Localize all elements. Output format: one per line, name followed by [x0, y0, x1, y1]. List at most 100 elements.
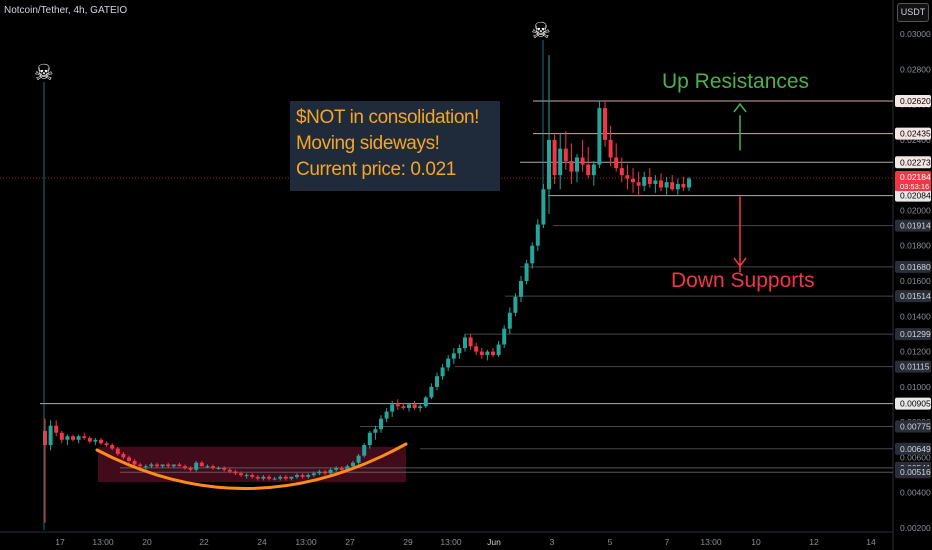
support-price-tag-bg: [895, 290, 931, 303]
candle-body: [87, 438, 92, 442]
candle-body: [171, 464, 176, 467]
candle-body: [255, 476, 260, 479]
candle-body: [619, 168, 624, 176]
candle-body: [552, 139, 557, 176]
time-tick-label: Jun: [487, 537, 501, 547]
candle-body: [76, 436, 81, 440]
candle-body: [295, 475, 299, 477]
candle-body: [659, 180, 663, 188]
candle-body: [547, 139, 551, 190]
candle-body: [367, 432, 372, 446]
time-tick-label: 14: [866, 537, 876, 547]
candle-body: [71, 436, 75, 440]
candle-body: [132, 460, 137, 465]
candle-body: [99, 439, 103, 444]
candle-body: [670, 182, 675, 190]
candle-body: [110, 445, 115, 449]
support-price-tag: 0.00775: [900, 422, 931, 432]
candle-body: [687, 178, 691, 188]
rounding-bottom-curve: [95, 442, 408, 491]
candle-body: [362, 445, 367, 456]
candle-body: [233, 471, 238, 474]
time-tick-label: 13:00: [295, 537, 317, 547]
price-tick-label: 0.02800: [900, 64, 931, 74]
candle-body: [563, 148, 568, 162]
candle-body: [586, 164, 591, 176]
candle-body: [239, 473, 243, 476]
resistance-price-tag-bg: [895, 95, 931, 108]
candle-body: [289, 476, 294, 479]
candle-body: [222, 468, 227, 470]
note-line-2: Moving sideways!: [296, 133, 440, 154]
annotation-overlay: [43, 40, 747, 530]
candle-body: [580, 157, 585, 165]
candle-body: [502, 328, 507, 345]
candle-body: [250, 475, 255, 477]
up-arrow-head: [733, 102, 747, 113]
support-price-tag: 0.01299: [900, 329, 931, 339]
candle-body: [440, 367, 445, 377]
candle-body: [155, 464, 159, 467]
candle-body: [306, 475, 311, 477]
level-price-tags: 0.02620 0.02435 0.02273 0.02084 0.01914 0.016…: [895, 95, 931, 479]
candle-body: [642, 176, 647, 186]
candle-body: [636, 182, 641, 186]
currency-button[interactable]: USDT: [897, 3, 929, 22]
support-price-tag-bg: [895, 219, 931, 232]
resistance-price-tag-bg: [895, 156, 931, 169]
candle-body: [474, 346, 479, 352]
time-tick-label: 22: [199, 537, 209, 547]
candle-body: [205, 466, 210, 468]
support-price-tag: 0.00905: [900, 399, 931, 409]
price-tick-label: 0.02000: [900, 205, 931, 215]
candle-body: [272, 478, 277, 480]
candle-body: [300, 475, 305, 477]
time-tick-label: 10: [751, 537, 761, 547]
candle-body: [418, 406, 423, 409]
candle-body: [283, 476, 288, 479]
candle-body: [541, 189, 546, 225]
candle-body: [345, 466, 350, 470]
candle-body: [188, 468, 193, 470]
candle-body: [390, 404, 395, 412]
resistance-price-tag-bg: [895, 127, 931, 140]
candle-body: [194, 462, 199, 470]
resistance-price-tag: 0.02435: [900, 129, 931, 139]
candle-body: [82, 436, 87, 439]
current-price-tag-bg: [895, 170, 931, 191]
candle-body: [278, 476, 283, 479]
candle-body: [653, 180, 658, 184]
candle-body: [457, 348, 462, 354]
candle-body: [530, 245, 535, 264]
consolidation-note: $NOT in consolidation! Moving sideways! …: [290, 101, 500, 191]
candle-body: [451, 353, 456, 359]
time-tick-label: 13:00: [92, 537, 114, 547]
candle-body: [575, 157, 579, 172]
candle-body: [429, 386, 434, 398]
candle-body: [261, 476, 266, 479]
candle-body: [244, 475, 249, 477]
time-tick-label: 3: [550, 537, 555, 547]
candle-body: [160, 464, 165, 467]
candle-body: [558, 148, 563, 176]
candle-body: [524, 263, 529, 281]
candle-body: [485, 351, 490, 356]
time-tick-label: 13:00: [440, 537, 462, 547]
time-tick-label: 12: [809, 537, 819, 547]
candle-body: [379, 418, 383, 430]
candle-body: [356, 455, 361, 463]
candle-body: [608, 139, 613, 158]
candle-body: [373, 429, 378, 433]
candle-body: [115, 448, 120, 454]
candle-body: [199, 462, 204, 467]
support-price-tag: 0.01115: [900, 362, 930, 372]
price-tick-label: 0.00400: [900, 488, 931, 498]
price-tick-label: 0.01800: [900, 241, 931, 251]
candle-body: [463, 337, 467, 349]
support-price-tag-bg: [895, 420, 931, 433]
candle-body: [104, 443, 109, 446]
time-tick-label: 5: [608, 537, 613, 547]
candle-body: [614, 157, 619, 169]
candle-body: [43, 430, 47, 446]
